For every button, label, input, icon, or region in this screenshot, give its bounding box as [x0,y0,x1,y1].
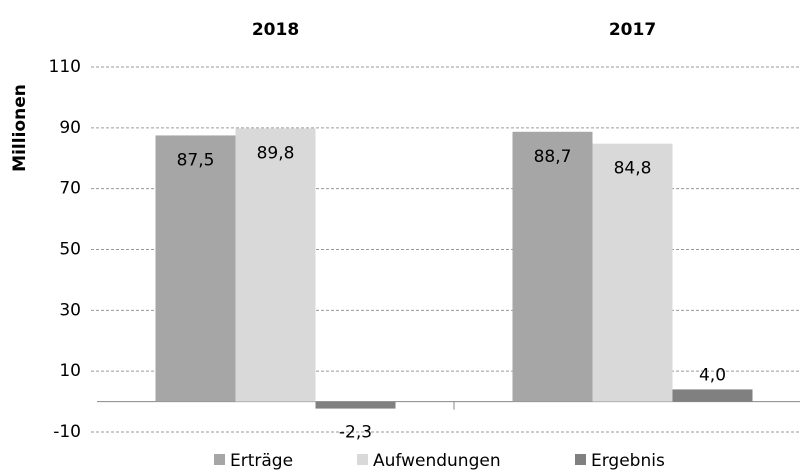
bar [235,128,316,402]
legend-swatch [214,454,225,465]
bar [672,389,753,402]
value-label: 84,8 [614,159,652,179]
legend-label: Aufwendungen [373,451,501,471]
value-label: 88,7 [534,147,572,167]
category-label: 2018 [252,20,299,40]
y-tick-label: -10 [53,422,81,442]
value-label: 4,0 [699,365,726,385]
y-tick-label: 110 [49,57,81,77]
bar [592,143,673,402]
y-tick-label: 30 [59,300,81,320]
bar [155,135,236,402]
value-label: 89,8 [257,143,295,163]
y-tick-label: 10 [59,361,81,381]
value-label: -2,3 [339,423,372,443]
value-label: 87,5 [177,150,215,170]
y-tick-label: 70 [59,179,81,199]
y-tick-label: 50 [59,240,81,260]
legend-label: Erträge [230,451,293,471]
legend-swatch [575,454,586,465]
legend-label: Ergebnis [591,451,665,471]
category-label: 2017 [609,20,656,40]
bar [512,131,593,402]
legend-swatch [357,454,368,465]
y-axis-label: Millionen [10,84,30,172]
y-tick-label: 90 [59,118,81,138]
bar [315,401,396,409]
